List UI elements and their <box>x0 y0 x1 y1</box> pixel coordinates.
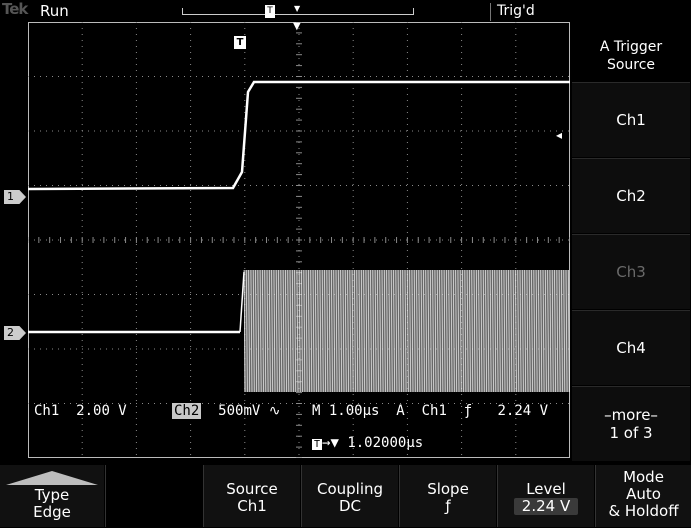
source-ch1-button[interactable]: Ch1 <box>572 82 690 157</box>
slope-value: ƒ <box>445 497 451 515</box>
mode-label: Mode <box>623 468 664 486</box>
status-bar: Tek Run T ▼ Trig'd <box>0 0 691 22</box>
empty-button <box>105 465 202 527</box>
type-label: Type <box>34 486 70 504</box>
more-page-label: 1 of 3 <box>609 424 653 442</box>
side-menu-title-line2: Source <box>606 57 656 73</box>
timebase: M 1.00µs <box>312 403 380 419</box>
channel-readout: Ch1 2.00 V <box>34 403 127 419</box>
source-ch1-label: Ch1 <box>616 111 646 129</box>
trigger-mode: A <box>396 403 405 419</box>
source-ch3-label: Ch3 <box>616 263 646 281</box>
level-label: Level <box>526 480 566 498</box>
trigger-position-label: T <box>236 37 244 48</box>
trigger-level-arrow-icon: ◂ <box>556 128 563 142</box>
trigger-source: Ch1 <box>421 403 447 419</box>
ch2-ground-marker-icon[interactable]: 2 <box>4 326 26 340</box>
source-ch3-button[interactable]: Ch3 <box>572 234 690 309</box>
timebase-readout: M 1.00µs A Ch1 ƒ 2.24 V <box>312 403 548 419</box>
source-ch2-label: Ch2 <box>616 187 646 205</box>
source-ch4-button[interactable]: Ch4 <box>572 310 690 385</box>
slope-button[interactable]: Slope ƒ <box>399 465 496 527</box>
coupling-value: DC <box>338 497 362 515</box>
coupling-button[interactable]: Coupling DC <box>301 465 398 527</box>
holdoff-label: & Holdoff <box>608 502 679 520</box>
trigger-level: 2.24 V <box>497 403 549 419</box>
mode-value: Auto <box>626 485 661 503</box>
bottom-menu: Type Edge Source Ch1 Coupling DC Slope ƒ… <box>0 461 691 528</box>
divider <box>490 3 491 21</box>
source-value: Ch1 <box>237 497 267 515</box>
more-label: –more– <box>604 406 658 424</box>
ch2-edge <box>239 271 245 333</box>
run-state: Run <box>40 2 69 20</box>
bandwidth-limit-icon: ∿ <box>268 403 281 419</box>
source-ch4-label: Ch4 <box>616 339 646 357</box>
waveform-display[interactable] <box>27 21 571 459</box>
delay-value: →▼ 1.02000µs <box>322 435 424 451</box>
type-button[interactable]: Type Edge <box>0 465 104 527</box>
trigger-state: Trig'd <box>497 3 535 19</box>
ch2-scale: 500mV <box>218 403 261 419</box>
record-view-bar <box>182 8 414 15</box>
level-button[interactable]: Level 2.24 V <box>497 465 594 527</box>
ch1-ground-marker-icon[interactable]: 1 <box>4 190 26 204</box>
slope-label: Slope <box>427 480 469 498</box>
ch2-burst-waveform <box>243 269 570 393</box>
selected-tab-icon <box>6 471 98 485</box>
trigger-position-icon[interactable]: T <box>234 36 246 49</box>
more-button[interactable]: –more– 1 of 3 <box>572 386 690 461</box>
ch1-scale: 2.00 V <box>76 403 127 419</box>
type-value: Edge <box>33 503 71 521</box>
delay-icon: T <box>312 439 323 450</box>
record-trigger-arrow-icon: ▼ <box>294 4 301 13</box>
side-menu-title: A Trigger Source <box>572 22 690 82</box>
mode-holdoff-button[interactable]: Mode Auto & Holdoff <box>595 465 691 527</box>
coupling-label: Coupling <box>316 480 384 498</box>
source-ch2-button[interactable]: Ch2 <box>572 158 690 233</box>
graticule <box>27 21 571 459</box>
slope-icon: ƒ <box>463 403 473 419</box>
delay-readout: T →▼ 1.02000µs <box>312 435 423 451</box>
ch2-label: Ch2 <box>172 403 202 419</box>
level-value: 2.24 V <box>513 498 579 515</box>
source-label: Source <box>226 480 278 498</box>
brand-logo: Tek <box>2 0 28 18</box>
trigger-point-arrow-icon: ▼ <box>293 21 301 32</box>
ch2-readout: Ch2 500mV ∿ <box>172 403 280 419</box>
record-position-icon[interactable]: T <box>265 5 275 18</box>
source-button[interactable]: Source Ch1 <box>203 465 300 527</box>
ch1-waveform <box>27 80 570 191</box>
ch2-marker-label: 2 <box>7 326 14 339</box>
ch1-label: Ch1 <box>34 403 60 419</box>
side-menu: A Trigger Source Ch1 Ch2 Ch3 Ch4 –more– … <box>571 22 691 461</box>
ch1-marker-label: 1 <box>7 190 14 203</box>
side-menu-title-line1: A Trigger <box>599 39 663 55</box>
